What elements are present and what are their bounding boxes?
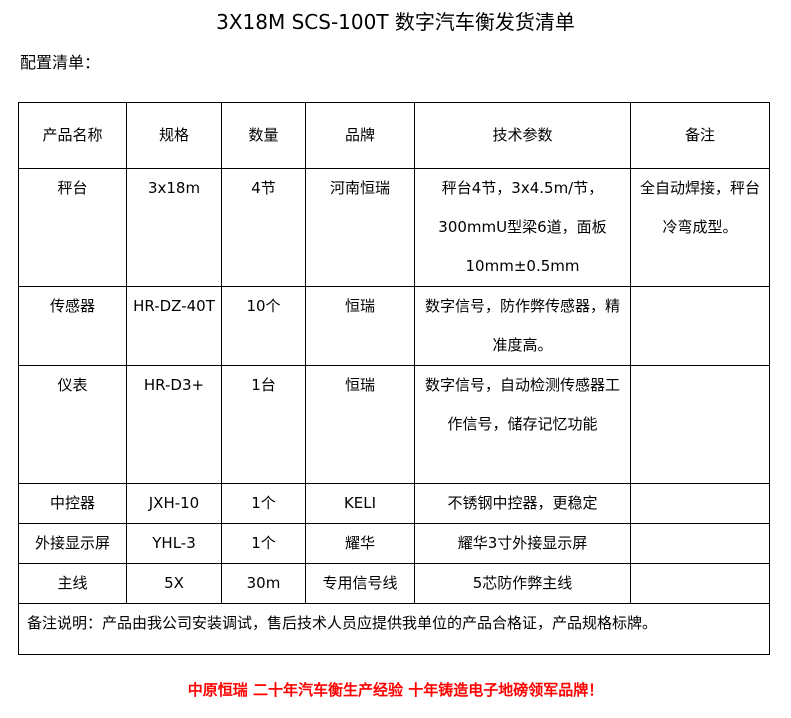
note-cell: 备注说明：产品由我公司安装调试，售后技术人员应提供我单位的产品合格证，产品规格标… xyxy=(18,603,770,655)
table-header-row: 产品名称 规格 数量 品牌 技术参数 备注 xyxy=(18,102,770,169)
header-cell: 备注 xyxy=(630,102,770,169)
cell: 10个 xyxy=(221,286,306,366)
cell: 全自动焊接，秤台冷弯成型。 xyxy=(630,168,770,287)
table-row: 外接显示屏 YHL-3 1个 耀华 耀华3寸外接显示屏 xyxy=(18,523,770,564)
cell: 主线 xyxy=(18,563,127,604)
cell: 恒瑞 xyxy=(305,286,415,366)
cell: 专用信号线 xyxy=(305,563,415,604)
cell: 河南恒瑞 xyxy=(305,168,415,287)
cell: 耀华 xyxy=(305,523,415,564)
note-row: 备注说明：产品由我公司安装调试，售后技术人员应提供我单位的产品合格证，产品规格标… xyxy=(18,603,770,655)
table-row: 主线 5X 30m 专用信号线 5芯防作弊主线 xyxy=(18,563,770,604)
cell: 1台 xyxy=(221,365,306,484)
cell: 不锈钢中控器，更稳定 xyxy=(414,483,631,524)
cell: 耀华3寸外接显示屏 xyxy=(414,523,631,564)
cell: 3x18m xyxy=(126,168,222,287)
cell: 1个 xyxy=(221,483,306,524)
cell xyxy=(630,286,770,366)
cell: 秤台4节，3x4.5m/节，300mmU型梁6道，面板10mm±0.5mm xyxy=(414,168,631,287)
cell: 传感器 xyxy=(18,286,127,366)
table-row: 传感器 HR-DZ-40T 10个 恒瑞 数字信号，防作弊传感器，精准度高。 xyxy=(18,286,770,366)
cell: JXH-10 xyxy=(126,483,222,524)
cell: 30m xyxy=(221,563,306,604)
section-label: 配置清单： xyxy=(20,53,101,72)
cell: 4节 xyxy=(221,168,306,287)
header-cell: 技术参数 xyxy=(414,102,631,169)
cell: 1个 xyxy=(221,523,306,564)
header-cell: 品牌 xyxy=(305,102,415,169)
cell: 外接显示屏 xyxy=(18,523,127,564)
cell xyxy=(630,563,770,604)
table-row: 秤台 3x18m 4节 河南恒瑞 秤台4节，3x4.5m/节，300mmU型梁6… xyxy=(18,168,770,287)
cell xyxy=(630,365,770,484)
cell xyxy=(630,483,770,524)
cell: KELI xyxy=(305,483,415,524)
cell: YHL-3 xyxy=(126,523,222,564)
cell: 5X xyxy=(126,563,222,604)
shipping-list-table: 产品名称 规格 数量 品牌 技术参数 备注 秤台 3x18m 4节 河南恒瑞 秤… xyxy=(18,102,770,655)
cell: 5芯防作弊主线 xyxy=(414,563,631,604)
cell: 数字信号，防作弊传感器，精准度高。 xyxy=(414,286,631,366)
cell: 数字信号，自动检测传感器工作信号，储存记忆功能 xyxy=(414,365,631,484)
cell: HR-D3+ xyxy=(126,365,222,484)
header-cell: 数量 xyxy=(221,102,306,169)
cell xyxy=(630,523,770,564)
table-row: 中控器 JXH-10 1个 KELI 不锈钢中控器，更稳定 xyxy=(18,483,770,524)
cell: 中控器 xyxy=(18,483,127,524)
page-title: 3X18M SCS-100T 数字汽车衡发货清单 xyxy=(216,10,575,34)
cell: HR-DZ-40T xyxy=(126,286,222,366)
slogan: 中原恒瑞 二十年汽车衡生产经验 十年铸造电子地磅领军品牌！ xyxy=(187,681,604,699)
table-row: 仪表 HR-D3+ 1台 恒瑞 数字信号，自动检测传感器工作信号，储存记忆功能 xyxy=(18,365,770,484)
header-cell: 规格 xyxy=(126,102,222,169)
cell: 秤台 xyxy=(18,168,127,287)
cell: 恒瑞 xyxy=(305,365,415,484)
cell: 仪表 xyxy=(18,365,127,484)
header-cell: 产品名称 xyxy=(18,102,127,169)
